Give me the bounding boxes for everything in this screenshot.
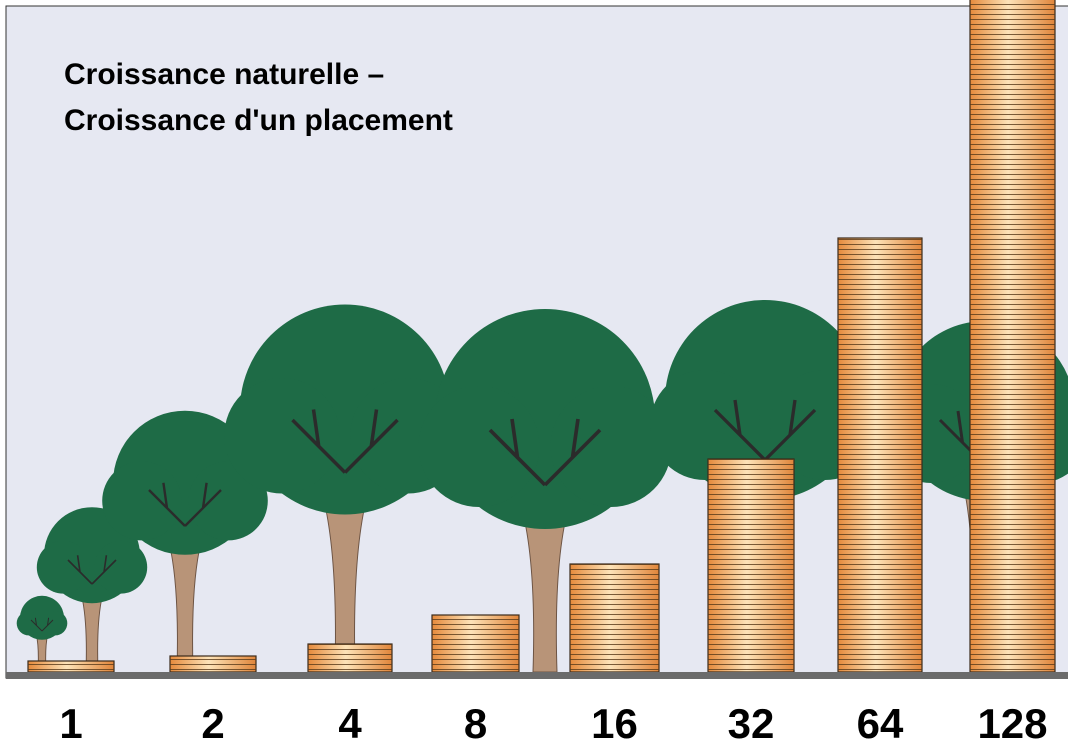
coin-stack-lines — [308, 644, 392, 672]
coin-stack — [308, 644, 392, 672]
illustration: Croissance naturelle – Croissance d'un p… — [0, 0, 1068, 749]
coin-stack-lines — [170, 656, 256, 672]
ground — [6, 672, 1068, 679]
tree-canopy — [551, 386, 672, 507]
coin-stack — [838, 238, 922, 672]
label: 64 — [857, 700, 904, 747]
tree-canopy — [17, 611, 41, 635]
coin-stack — [170, 656, 256, 672]
title-line: Croissance naturelle – — [64, 58, 384, 91]
coin-stack-lines — [570, 564, 659, 672]
tree-canopy — [94, 541, 147, 594]
label: 1 — [59, 700, 82, 747]
label: 128 — [977, 700, 1047, 747]
labels: 1 2 4 8 16 32 64 128 — [59, 700, 1047, 747]
label: 16 — [591, 700, 638, 747]
tree-canopy — [43, 611, 67, 635]
coin-stack — [28, 661, 114, 672]
title-line: Croissance d'un placement — [64, 104, 453, 137]
coin-stack — [570, 564, 659, 672]
coin-stack-lines — [838, 238, 922, 672]
coin-stack-lines — [432, 615, 519, 672]
label: 8 — [464, 700, 487, 747]
coin-stack-lines — [970, 0, 1055, 672]
page: Croissance naturelle – Croissance d'un p… — [0, 0, 1068, 749]
label: 2 — [201, 700, 224, 747]
coin-stack — [970, 0, 1055, 672]
label: 4 — [338, 700, 362, 747]
coin-stack — [432, 615, 519, 672]
label: 32 — [728, 700, 775, 747]
tree-canopy — [419, 386, 540, 507]
coin-stack — [708, 459, 794, 672]
tree-canopy — [37, 541, 90, 594]
coin-stack-lines — [28, 661, 114, 672]
coin-stack-lines — [708, 459, 794, 672]
tree-canopy — [224, 378, 340, 494]
tree-canopy — [102, 461, 181, 540]
